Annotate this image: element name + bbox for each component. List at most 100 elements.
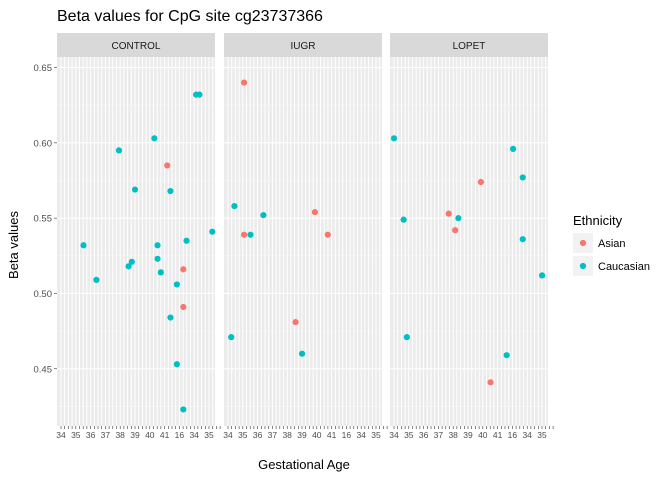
- data-point-asian: [311, 209, 319, 216]
- panel-background: [224, 57, 382, 426]
- data-point-caucasian: [157, 269, 164, 276]
- y-axis: 0.45 0.50 0.55 0.60 0.65: [34, 63, 57, 375]
- data-point-caucasian: [503, 352, 510, 359]
- data-point-caucasian: [400, 216, 407, 223]
- chart-title: Beta values for CpG site cg23737366: [57, 8, 323, 25]
- legend-key-asian: [579, 239, 587, 247]
- data-point-caucasian: [167, 187, 174, 195]
- x-axis: 34 35 36 37 38 39 40 41 16 34 35 34 35 36 37 38 39 40 41 16…: [56, 426, 554, 440]
- facet-label-lopet: LOPET: [453, 41, 486, 52]
- data-point-caucasian: [247, 231, 254, 238]
- data-point-asian: [292, 318, 299, 326]
- facet-strip-control: [57, 33, 215, 57]
- x-tick-label: 36: [86, 430, 96, 440]
- data-point-caucasian: [455, 215, 462, 222]
- x-tick-label: 35: [537, 430, 547, 440]
- x-tick-label: 16: [342, 430, 352, 440]
- data-point-caucasian: [510, 145, 517, 152]
- data-point-caucasian: [519, 174, 526, 181]
- data-point-caucasian: [260, 212, 267, 219]
- x-tick-label: 40: [145, 430, 155, 440]
- data-point-caucasian: [519, 236, 526, 243]
- x-tick-label: 35: [238, 430, 248, 440]
- y-axis-title: Beta values: [6, 211, 21, 279]
- data-point-asian: [240, 79, 248, 86]
- data-point-caucasian: [209, 228, 216, 235]
- data-point-caucasian: [93, 276, 100, 284]
- y-tick-label: 0.60: [34, 138, 53, 149]
- x-tick-label: 39: [297, 430, 307, 440]
- x-tick-label: 39: [130, 430, 140, 440]
- data-point-caucasian: [151, 135, 158, 142]
- x-tick-label: 16: [508, 430, 518, 440]
- x-tick-label: 36: [253, 430, 263, 440]
- data-point-caucasian: [131, 186, 139, 193]
- data-point-asian: [487, 379, 494, 386]
- data-point-caucasian: [403, 334, 410, 341]
- x-tick-label: 16: [175, 430, 185, 440]
- legend: Ethnicity Asian Caucasian: [573, 213, 650, 276]
- x-tick-label: 34: [522, 430, 532, 440]
- data-point-asian: [164, 162, 171, 169]
- facet-strip-iugr: [224, 33, 382, 57]
- data-point-caucasian: [125, 263, 132, 270]
- data-point-caucasian: [180, 406, 187, 413]
- legend-title: Ethnicity: [573, 213, 623, 228]
- facet-label-control: CONTROL: [112, 41, 161, 52]
- data-point-caucasian: [390, 135, 398, 142]
- data-point-caucasian: [196, 91, 203, 98]
- y-tick-label: 0.50: [34, 289, 53, 300]
- x-axis-title: Gestational Age: [258, 457, 350, 472]
- data-point-asian: [180, 303, 187, 311]
- x-tick-label: 38: [115, 430, 125, 440]
- data-points: [80, 79, 546, 413]
- data-point-caucasian: [538, 272, 546, 279]
- data-point-caucasian: [154, 242, 161, 249]
- data-point-caucasian: [128, 258, 135, 265]
- data-point-caucasian: [173, 281, 180, 288]
- legend-label-caucasian: Caucasian: [598, 261, 650, 273]
- data-point-caucasian: [298, 350, 306, 357]
- data-point-caucasian: [167, 314, 174, 321]
- data-point-caucasian: [231, 203, 238, 210]
- x-tick-label: 34: [56, 430, 66, 440]
- x-tick-label: 35: [204, 430, 214, 440]
- y-tick-label: 0.65: [34, 63, 53, 74]
- data-point-caucasian: [115, 147, 123, 154]
- data-point-caucasian: [173, 361, 180, 368]
- x-tick-label: 40: [312, 430, 322, 440]
- x-tick-label: 37: [101, 430, 111, 440]
- x-tick-label: 37: [268, 430, 278, 440]
- x-tick-label: 37: [434, 430, 444, 440]
- facet-label-iugr: IUGR: [291, 41, 316, 52]
- x-tick-label: 35: [71, 430, 81, 440]
- data-point-caucasian: [228, 334, 235, 341]
- panel-background: [57, 57, 215, 426]
- y-tick-label: 0.55: [34, 214, 53, 225]
- x-tick-label: 34: [223, 430, 233, 440]
- data-point-asian: [180, 266, 187, 273]
- legend-key-caucasian: [579, 262, 587, 270]
- x-tick-label: 34: [356, 430, 366, 440]
- facet-strip-lopet: [390, 33, 548, 57]
- x-tick-label: 38: [448, 430, 458, 440]
- x-tick-label: 36: [419, 430, 429, 440]
- x-tick-label: 41: [160, 430, 170, 440]
- data-point-asian: [477, 178, 485, 186]
- x-tick-label: 34: [389, 430, 399, 440]
- x-tick-label: 38: [282, 430, 292, 440]
- x-tick-label: 35: [404, 430, 414, 440]
- data-point-asian: [445, 210, 452, 217]
- data-point-asian: [240, 231, 248, 238]
- x-tick-label: 41: [327, 430, 337, 440]
- x-tick-label: 39: [463, 430, 473, 440]
- y-tick-label: 0.45: [34, 364, 53, 375]
- x-tick-label: 34: [189, 430, 199, 440]
- facet-panels: CONTROL IUGR LOPET: [57, 33, 554, 426]
- legend-label-asian: Asian: [598, 238, 626, 250]
- data-point-caucasian: [80, 242, 87, 249]
- x-tick-label: 41: [493, 430, 503, 440]
- data-point-asian: [324, 231, 331, 238]
- x-tick-label: 40: [478, 430, 488, 440]
